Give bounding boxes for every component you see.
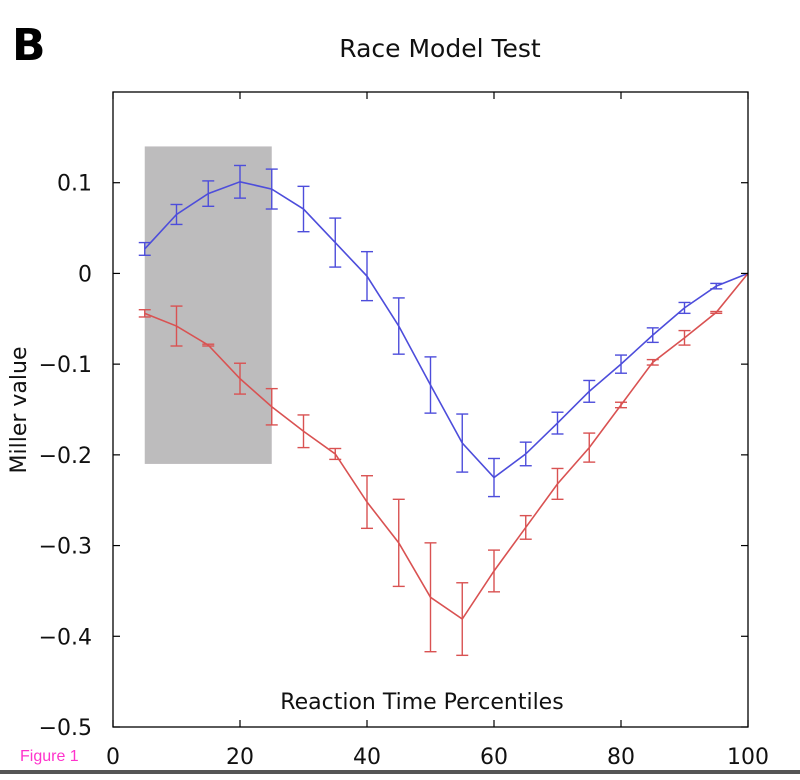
series-1 (138, 164, 749, 498)
y-axis-label: Miller value (7, 347, 32, 474)
y-tick-label: 0.1 (57, 172, 92, 197)
x-tick-label: 0 (106, 745, 120, 770)
panel-letter: B (12, 20, 46, 71)
x-tick-label: 20 (226, 745, 254, 770)
x-tick-label: 80 (607, 745, 635, 770)
series-2 (138, 272, 749, 657)
y-tick-label: −0.3 (39, 535, 92, 560)
chart-title: Race Model Test (339, 34, 541, 63)
figure-label: Figure 1 (20, 748, 79, 765)
series-line (144, 180, 749, 479)
y-tick-label: −0.1 (39, 353, 92, 378)
y-tick-label: −0.4 (39, 625, 92, 650)
y-tick-label: −0.2 (39, 444, 92, 469)
x-tick-label: 100 (727, 745, 769, 770)
x-tick-label: 40 (353, 745, 381, 770)
y-tick-label: −0.5 (39, 716, 92, 741)
bottom-rule (0, 770, 800, 774)
y-tick-label: 0 (78, 262, 92, 287)
plot-frame (112, 91, 749, 728)
x-axis-label: Reaction Time Percentiles (280, 690, 563, 715)
x-tick-label: 60 (480, 745, 508, 770)
series-line (144, 272, 749, 621)
